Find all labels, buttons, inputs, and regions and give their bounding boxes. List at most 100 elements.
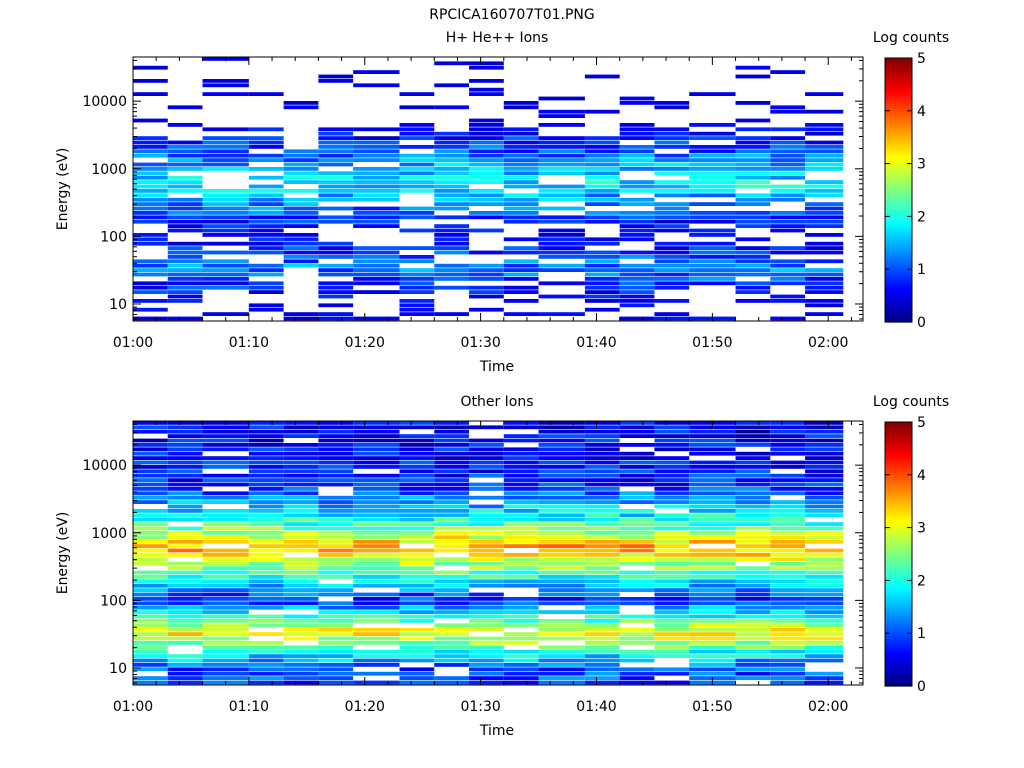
heatmap-cell [353,500,400,504]
heatmap-cell [353,246,400,250]
heatmap-cell [167,268,203,272]
heatmap-cell [318,429,354,434]
heatmap-cell [735,526,771,531]
heatmap-cell [353,522,400,526]
colorbar-swatch [885,237,912,241]
heatmap-cell [167,158,203,162]
heatmap-cell [689,663,736,667]
heatmap-cell [584,294,620,299]
heatmap-cell [469,460,504,465]
colorbar-swatch [885,614,912,618]
heatmap-cell [689,667,736,672]
heatmap-cell [167,636,203,641]
colorbar-swatch [885,269,912,273]
colorbar-swatch [885,108,912,112]
heatmap-cell [399,281,435,286]
heatmap-cell [770,605,806,610]
heatmap-cell [353,561,400,566]
heatmap-cell [434,312,470,316]
colorbar-swatch [885,662,912,666]
heatmap-cell [735,127,771,132]
heatmap-cell [770,429,806,434]
heatmap-cell [689,614,736,619]
heatmap-cell [735,193,771,198]
heatmap-cell [248,219,284,224]
heatmap-cell [654,478,690,482]
colorbar-swatch [885,303,912,307]
heatmap-cell [434,215,470,220]
heatmap-cell [770,500,806,504]
heatmap-cell [654,491,690,496]
heatmap-cell [353,478,400,482]
heatmap-cell [283,206,319,211]
heatmap-cell [399,619,435,623]
heatmap-cell [353,487,400,491]
heatmap-cell [654,487,690,491]
heatmap-cell [248,495,284,500]
heatmap-cell [584,277,620,281]
heatmap-cell [202,561,249,566]
heatmap-cell [503,206,539,211]
heatmap-cell [735,153,771,158]
heatmap-cell [584,517,620,522]
heatmap-cell [353,680,400,685]
heatmap-cell [689,553,736,557]
heatmap-cell [167,421,203,425]
heatmap-cell [619,465,655,469]
heatmap-cell [770,460,806,465]
heatmap-cell [318,557,354,562]
heatmap-cell [538,153,585,158]
heatmap-cell [202,627,249,632]
heatmap-cell [619,561,655,566]
heatmap-cell [434,513,470,518]
y-tick-label: 10 [109,661,127,677]
heatmap-cell [248,601,284,606]
heatmap-cell [283,153,319,158]
heatmap-cell [283,456,319,460]
heatmap-cell [689,219,736,224]
heatmap-cell [805,285,844,290]
heatmap-cell [770,149,806,154]
heatmap-cell [689,478,736,482]
heatmap-cell [399,535,435,540]
heatmap-cell [318,641,354,645]
heatmap-cell [770,535,806,540]
heatmap-cell [434,592,470,597]
heatmap-cell [735,162,771,167]
heatmap-cell [202,526,249,531]
heatmap-cell [770,588,806,592]
heatmap-cell [399,654,435,658]
heatmap-cell [434,636,470,641]
heatmap-cell [805,153,844,158]
heatmap-cell [469,197,504,202]
heatmap-cell [133,241,168,246]
heatmap-cell [770,246,806,250]
heatmap-cell [353,127,400,132]
heatmap-cell [248,676,284,680]
heatmap-cell [434,561,470,566]
heatmap-cell [735,610,771,614]
heatmap-cell [735,250,771,255]
heatmap-cell [133,487,168,491]
heatmap-cell [538,123,585,127]
heatmap-cell [469,451,504,456]
heatmap-cell [283,654,319,658]
heatmap-cell [805,451,844,456]
heatmap-cell [735,202,771,206]
heatmap-cell [353,171,400,176]
heatmap-cell [202,241,249,246]
heatmap-cell [735,237,771,242]
colorbar-swatch [885,131,912,136]
heatmap-cell [202,250,249,255]
colorbar-swatch [885,506,912,510]
heatmap-cell [318,162,354,167]
heatmap-cell [770,561,806,566]
heatmap-cell [318,469,354,474]
heatmap-cell [434,610,470,614]
heatmap-cell [167,583,203,588]
colorbar-swatch [885,422,912,426]
heatmap-cell [399,272,435,277]
heatmap-cell [735,118,771,123]
heatmap-cell [584,535,620,540]
x-tick-label: 01:10 [229,699,269,715]
